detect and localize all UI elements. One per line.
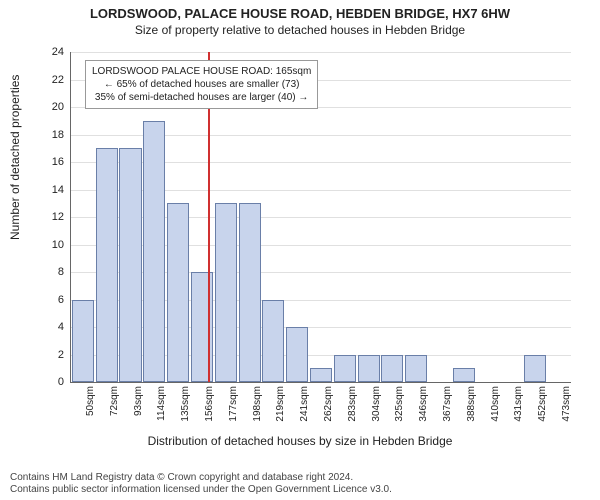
y-tick-label: 22 xyxy=(34,74,64,86)
annotation-line: LORDSWOOD PALACE HOUSE ROAD: 165sqm xyxy=(92,65,311,78)
x-tick-label: 262sqm xyxy=(323,386,334,422)
bar xyxy=(334,355,356,383)
y-tick-label: 4 xyxy=(34,321,64,333)
chart-subtitle: Size of property relative to detached ho… xyxy=(0,23,600,37)
x-tick-label: 219sqm xyxy=(275,386,286,422)
y-tick-label: 12 xyxy=(34,211,64,223)
x-ticks: 50sqm 72sqm 93sqm 114sqm 135sqm 156sqm 177sqm 1… xyxy=(70,382,570,442)
bar xyxy=(215,203,237,382)
plot-area: LORDSWOOD PALACE HOUSE ROAD: 165sqm ← 65… xyxy=(70,52,571,383)
chart-titles: LORDSWOOD, PALACE HOUSE ROAD, HEBDEN BRI… xyxy=(0,6,600,37)
bar xyxy=(143,121,165,382)
y-tick-label: 8 xyxy=(34,266,64,278)
bar xyxy=(167,203,189,382)
y-tick-label: 10 xyxy=(34,239,64,251)
bar xyxy=(524,355,546,383)
x-tick-label: 388sqm xyxy=(466,386,477,422)
bar xyxy=(381,355,403,383)
x-tick-label: 346sqm xyxy=(418,386,429,422)
chart-title: LORDSWOOD, PALACE HOUSE ROAD, HEBDEN BRI… xyxy=(0,6,600,21)
bar xyxy=(262,300,284,383)
x-tick-label: 72sqm xyxy=(109,386,120,416)
y-tick-label: 16 xyxy=(34,156,64,168)
annotation-box: LORDSWOOD PALACE HOUSE ROAD: 165sqm ← 65… xyxy=(85,60,318,109)
y-tick-label: 14 xyxy=(34,184,64,196)
y-axis-label: Number of detached properties xyxy=(8,75,22,240)
x-tick-label: 177sqm xyxy=(228,386,239,422)
bar xyxy=(96,148,118,382)
x-tick-label: 283sqm xyxy=(347,386,358,422)
bar xyxy=(405,355,427,383)
bar xyxy=(453,368,475,382)
footer-line-2: Contains public sector information licen… xyxy=(10,484,392,496)
x-tick-label: 367sqm xyxy=(442,386,453,422)
bar xyxy=(72,300,94,383)
bar xyxy=(119,148,141,382)
x-tick-label: 452sqm xyxy=(537,386,548,422)
x-tick-label: 114sqm xyxy=(156,386,167,421)
bar xyxy=(310,368,332,382)
annotation-line: ← 65% of detached houses are smaller (73… xyxy=(92,78,311,91)
x-tick-label: 325sqm xyxy=(394,386,405,422)
x-tick-label: 156sqm xyxy=(204,386,215,422)
x-axis-label: Distribution of detached houses by size … xyxy=(0,434,600,448)
x-tick-label: 135sqm xyxy=(180,386,191,422)
bar xyxy=(286,327,308,382)
bar xyxy=(191,272,213,382)
x-tick-label: 198sqm xyxy=(252,386,263,422)
footer-line-1: Contains HM Land Registry data © Crown c… xyxy=(10,472,392,484)
chart-root: { "chart": { "type": "bar", "title_main"… xyxy=(0,0,600,500)
x-tick-label: 241sqm xyxy=(299,386,310,422)
y-tick-label: 6 xyxy=(34,294,64,306)
bar xyxy=(358,355,380,383)
y-tick-label: 18 xyxy=(34,129,64,141)
x-tick-label: 473sqm xyxy=(561,386,572,422)
x-tick-label: 431sqm xyxy=(513,386,524,422)
x-tick-label: 304sqm xyxy=(371,386,382,422)
x-tick-label: 410sqm xyxy=(490,386,501,422)
x-tick-label: 93sqm xyxy=(133,386,144,416)
y-tick-label: 2 xyxy=(34,349,64,361)
y-tick-label: 20 xyxy=(34,101,64,113)
bar xyxy=(239,203,261,382)
x-tick-label: 50sqm xyxy=(85,386,96,416)
footer: Contains HM Land Registry data © Crown c… xyxy=(10,472,392,496)
y-tick-label: 24 xyxy=(34,46,64,58)
y-tick-label: 0 xyxy=(34,376,64,388)
annotation-line: 35% of semi-detached houses are larger (… xyxy=(92,91,311,104)
